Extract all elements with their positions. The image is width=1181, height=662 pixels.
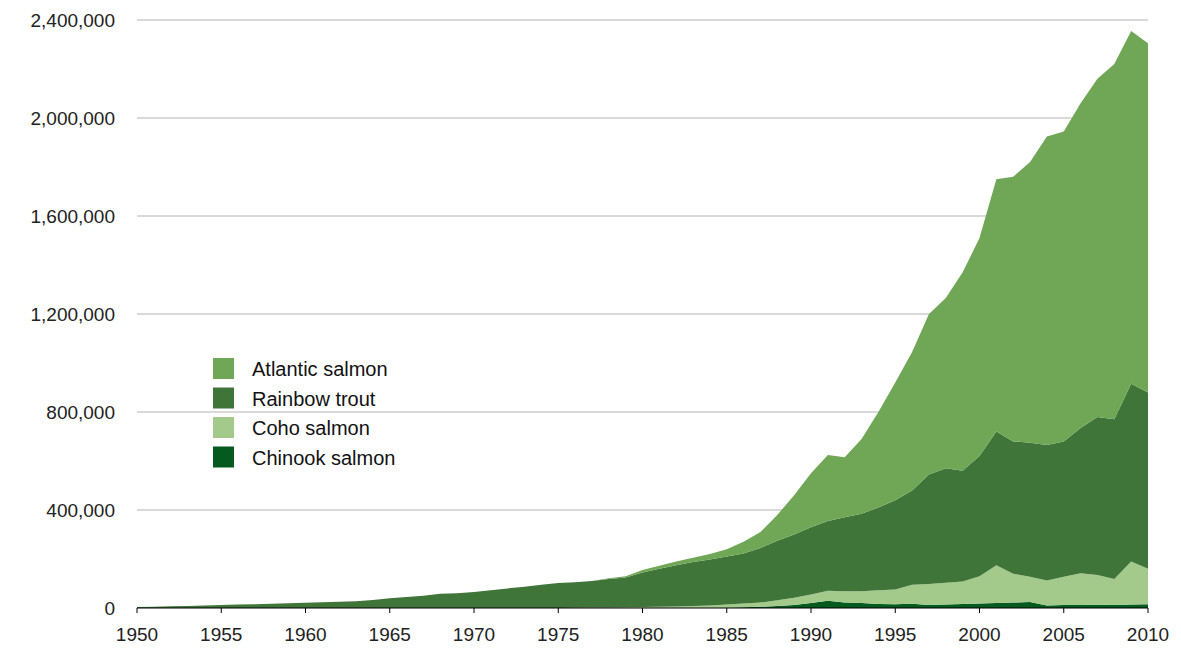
y-tick-label: 1,200,000 [30, 304, 115, 325]
legend-swatch [213, 447, 234, 468]
chart: 0 400,000 800,000 1,200,000 1,600,000 2,000,0… [0, 0, 1181, 662]
y-tick-label: 2,400,000 [30, 10, 115, 31]
page: {"chart_data": {"type": "area", "stacked… [0, 0, 1181, 662]
x-tick-label: 1950 [116, 624, 158, 645]
x-tick [811, 608, 812, 613]
x-tick [1063, 608, 1064, 613]
x-tick-label: 2010 [1127, 624, 1169, 645]
x-tick [389, 608, 390, 613]
x-tick [726, 608, 727, 613]
y-tick-label: 800,000 [46, 402, 115, 423]
x-tick-label: 1955 [200, 624, 242, 645]
y-tick-label: 400,000 [46, 500, 115, 521]
y-tick-label: 1,600,000 [30, 206, 115, 227]
x-tick-label: 1990 [790, 624, 832, 645]
legend-label: Rainbow trout [252, 388, 376, 410]
y-tick-label: 0 [104, 598, 115, 619]
areas [137, 31, 1148, 608]
x-tick-label: 1980 [621, 624, 663, 645]
legend-swatch [213, 417, 234, 438]
legend-label: Chinook salmon [252, 447, 395, 469]
legend-label: Atlantic salmon [252, 358, 388, 380]
x-tick [979, 608, 980, 613]
x-tick-label: 1970 [453, 624, 495, 645]
x-tick [642, 608, 643, 613]
x-tick [1148, 608, 1149, 613]
legend-swatch [213, 358, 234, 379]
grid-line [137, 118, 1148, 119]
x-tick-label: 2000 [958, 624, 1000, 645]
x-tick [474, 608, 475, 613]
legend-label: Coho salmon [252, 417, 370, 439]
area [137, 31, 1148, 607]
x-tick-label: 1985 [706, 624, 748, 645]
legend: Atlantic salmon Rainbow trout Coho salmon C… [213, 358, 395, 469]
x-tick-label: 2005 [1043, 624, 1085, 645]
x-tick-label: 1975 [537, 624, 579, 645]
x-tick [558, 608, 559, 613]
x-tick-label: 1960 [284, 624, 326, 645]
grid-line [137, 20, 1148, 21]
x-tick [221, 608, 222, 613]
x-tick [137, 608, 138, 613]
x-tick-label: 1995 [874, 624, 916, 645]
x-tick [305, 608, 306, 613]
legend-swatch [213, 388, 234, 409]
x-tick-label: 1965 [369, 624, 411, 645]
y-tick-label: 2,000,000 [30, 108, 115, 129]
x-tick [895, 608, 896, 613]
